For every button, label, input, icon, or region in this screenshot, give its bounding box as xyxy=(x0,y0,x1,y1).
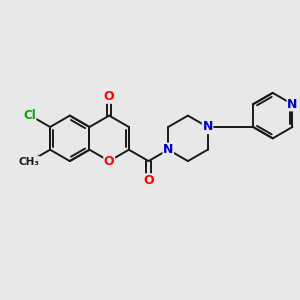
Text: N: N xyxy=(202,121,213,134)
Text: CH₃: CH₃ xyxy=(19,157,40,166)
Text: N: N xyxy=(163,143,173,156)
Text: Cl: Cl xyxy=(23,109,36,122)
Text: N: N xyxy=(287,98,298,111)
Text: O: O xyxy=(143,174,154,187)
Text: O: O xyxy=(104,154,115,168)
Text: O: O xyxy=(104,90,115,103)
